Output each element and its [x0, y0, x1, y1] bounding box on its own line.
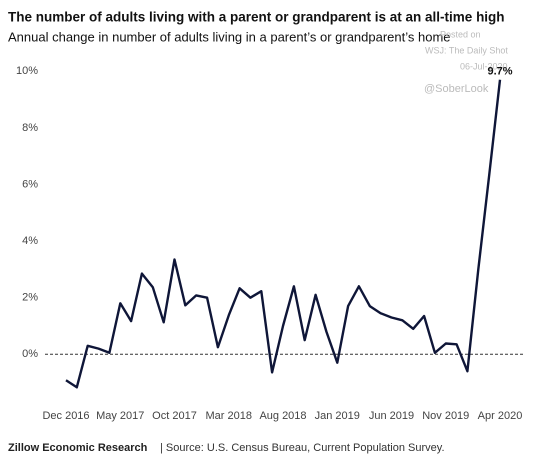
source-org: Zillow Economic Research: [8, 442, 148, 454]
x-tick-label: Apr 2020: [478, 410, 523, 422]
source: | Source: U.S. Census Bureau, Current Po…: [160, 442, 445, 454]
y-tick-label: 8%: [22, 122, 38, 134]
x-tick-label: Nov 2019: [422, 410, 469, 422]
chart-subtitle: Annual change in number of adults living…: [8, 29, 451, 44]
x-tick-label: Aug 2018: [259, 410, 306, 422]
x-tick-label: May 2017: [96, 410, 144, 422]
y-tick-label: 2%: [22, 292, 38, 304]
watermark: Posted on: [440, 29, 481, 39]
y-tick-label: 0%: [22, 348, 38, 360]
x-tick-label: Dec 2016: [42, 410, 89, 422]
watermark: @SoberLook: [424, 83, 489, 95]
line: [65, 79, 502, 389]
x-tick-label: Jun 2019: [369, 410, 414, 422]
watermark: WSJ: The Daily Shot: [425, 45, 508, 55]
y-tick-label: 4%: [22, 235, 38, 247]
y-tick-label: 6%: [22, 178, 38, 190]
watermark: 06-Jul-2020: [460, 61, 508, 71]
data-label: 9.7%: [487, 66, 512, 78]
chart-title: The number of adults living with a paren…: [8, 10, 505, 25]
x-tick-label: Mar 2018: [206, 410, 252, 422]
y-tick-label: 10%: [16, 65, 38, 77]
x-tick-label: Jan 2019: [315, 410, 360, 422]
x-tick-label: Oct 2017: [152, 410, 197, 422]
